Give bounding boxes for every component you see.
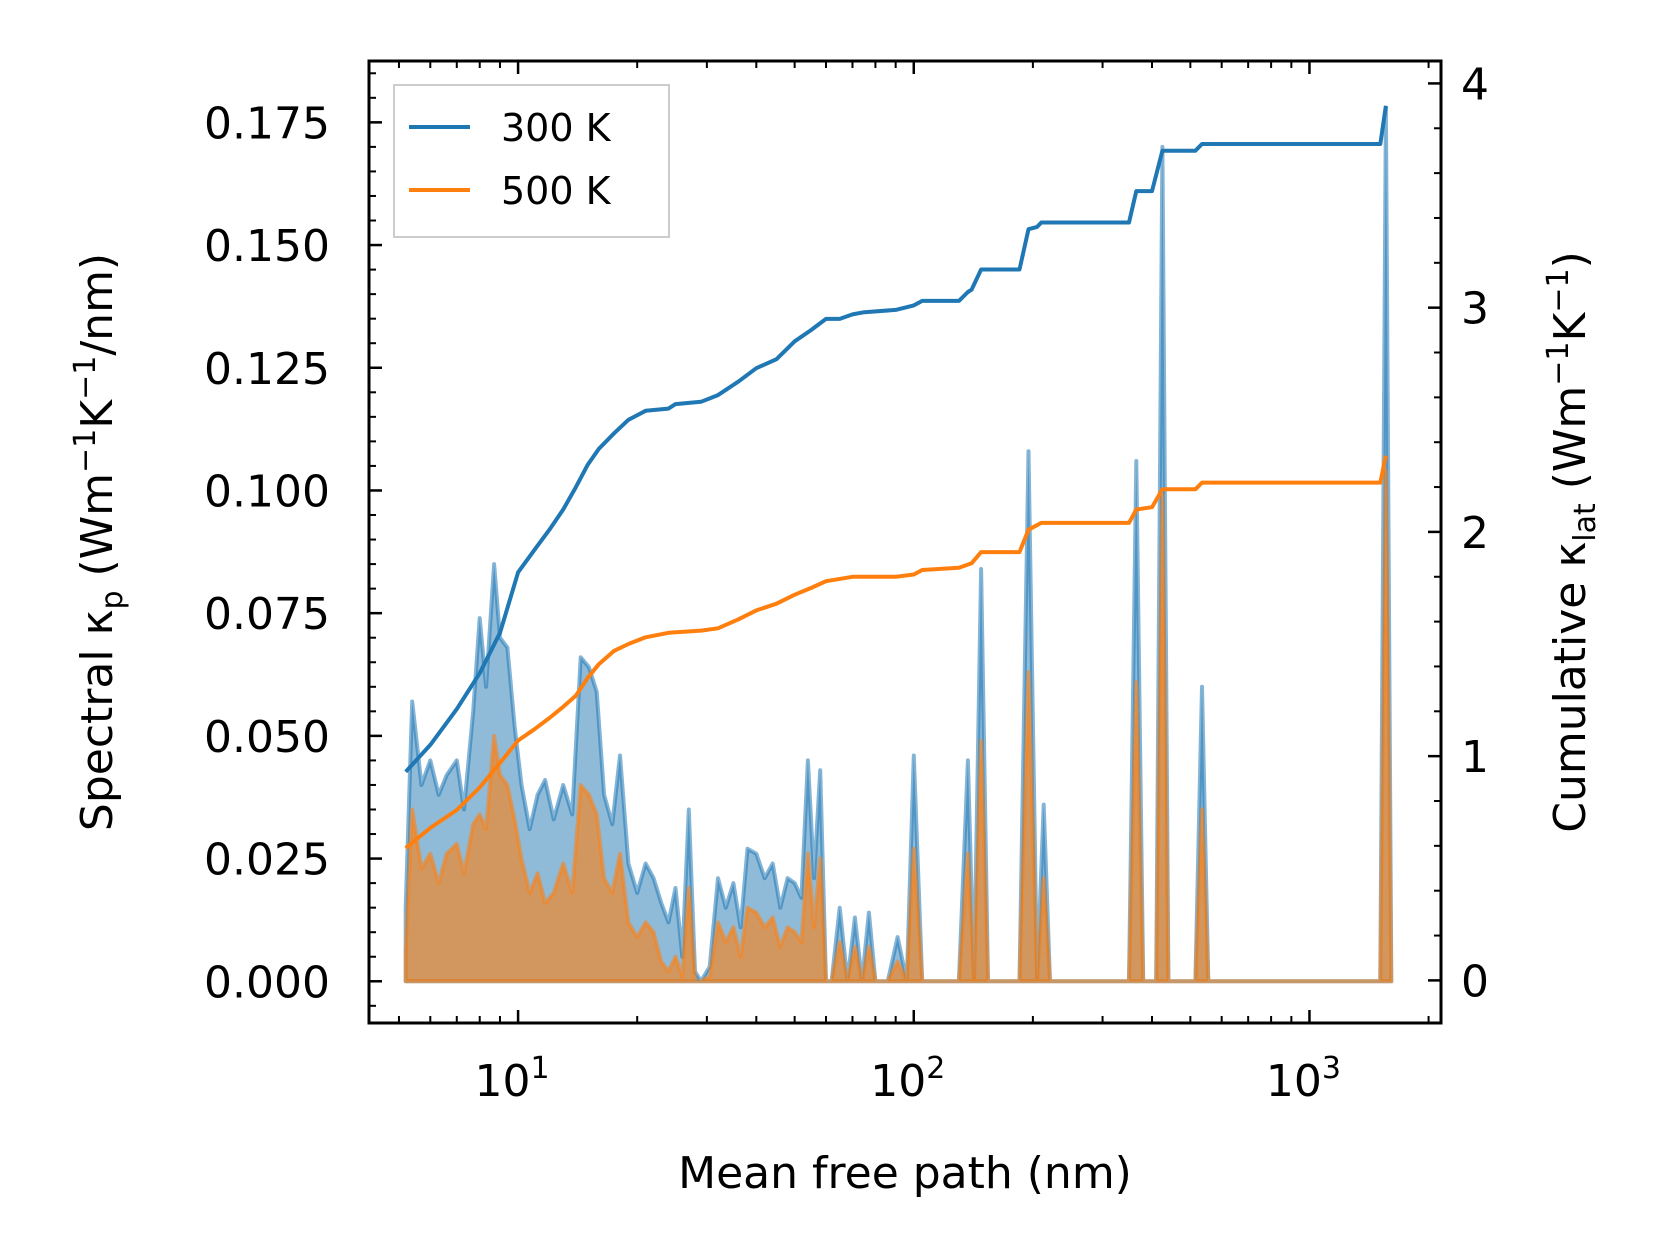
y-left-tick-label-2: 0.050: [204, 712, 330, 763]
y-left-tick-label-5: 0.125: [204, 344, 330, 395]
y-right-tick-label-1: 1: [1461, 732, 1489, 783]
y-left-tick-label-1: 0.025: [204, 835, 330, 886]
x-tick-label-2: 103: [1266, 1051, 1341, 1107]
x-axis-title: Mean free path (nm): [678, 1148, 1132, 1199]
axis-ticks: 101 102 1030.0000.0250.0500.0750.1000.1250…: [204, 59, 1489, 1107]
y-left-tick-label-4: 0.100: [204, 466, 330, 517]
y-right-tick-label-4: 4: [1461, 59, 1489, 110]
y-left-tick-label-6: 0.150: [204, 221, 330, 272]
y-left-tick-label-3: 0.075: [204, 589, 330, 640]
legend-label-500k: 500 K: [501, 169, 612, 213]
cumulative-line-500k: [404, 455, 1388, 850]
cumulative-line-300k: [404, 105, 1388, 774]
y-left-tick-label-0: 0.000: [204, 957, 330, 1008]
y-right-tick-label-2: 2: [1461, 508, 1489, 559]
y-left-tick-label-7: 0.175: [204, 98, 330, 149]
plot-frame: [367, 59, 1443, 1025]
spectral-area-500k: [403, 468, 1394, 984]
x-tick-label-1: 102: [870, 1051, 945, 1107]
legend: 300 K 500 K: [393, 84, 670, 238]
left-y-axis-title: Spectral κp (Wm−1K−1/nm): [68, 253, 130, 831]
y-right-tick-label-3: 3: [1461, 284, 1489, 335]
legend-label-300k: 300 K: [501, 106, 612, 150]
x-tick-label-0: 101: [475, 1051, 550, 1107]
plot-area: [403, 105, 1394, 984]
legend-box: [393, 84, 670, 238]
y-right-tick-label-0: 0: [1461, 956, 1489, 1007]
right-y-axis-title: Cumulative κlat (Wm−1K−1): [1541, 251, 1603, 833]
